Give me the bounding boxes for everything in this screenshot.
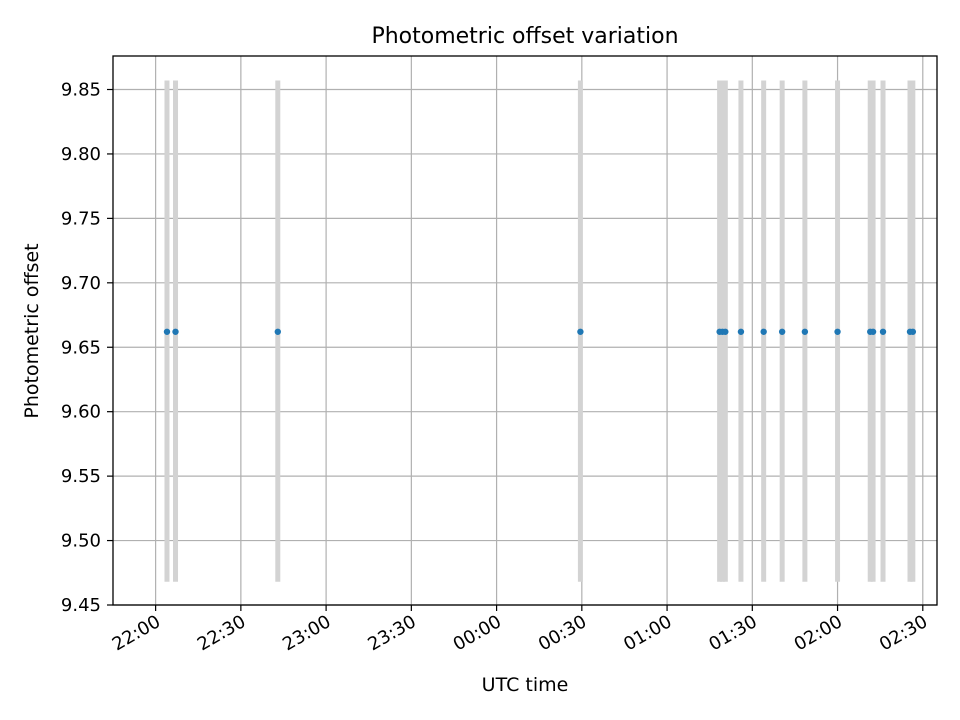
y-tick-label: 9.80: [61, 144, 101, 165]
data-point: [274, 328, 281, 335]
data-point: [834, 328, 841, 335]
y-tick-label: 9.50: [61, 531, 101, 552]
y-axis-label: Photometric offset: [21, 243, 43, 418]
data-point: [869, 328, 877, 335]
data-point: [172, 328, 179, 335]
data-point: [760, 328, 767, 335]
chart-title: Photometric offset variation: [371, 24, 678, 49]
x-axis-label: UTC time: [482, 674, 569, 696]
y-tick-label: 9.55: [61, 466, 101, 487]
data-point: [737, 328, 745, 335]
y-tick-label: 9.70: [61, 273, 101, 294]
y-tick-label: 9.85: [61, 80, 101, 101]
data-point: [879, 328, 887, 335]
data-point: [909, 328, 917, 335]
data-point: [163, 328, 171, 335]
data-point: [778, 328, 786, 335]
data-point: [577, 328, 584, 335]
y-tick-label: 9.75: [61, 208, 101, 229]
y-tick-label: 9.45: [61, 595, 101, 616]
y-tick-label: 9.65: [61, 337, 101, 358]
data-point: [722, 328, 729, 335]
data-points: [163, 328, 917, 335]
plot-frame: [112, 55, 938, 606]
y-axis-ticks: 9.45 9.50 9.55 9.60 9.65 9.70 9.75 9.80 9.85: [61, 80, 113, 616]
data-point: [801, 328, 809, 335]
y-tick-label: 9.60: [61, 402, 101, 423]
